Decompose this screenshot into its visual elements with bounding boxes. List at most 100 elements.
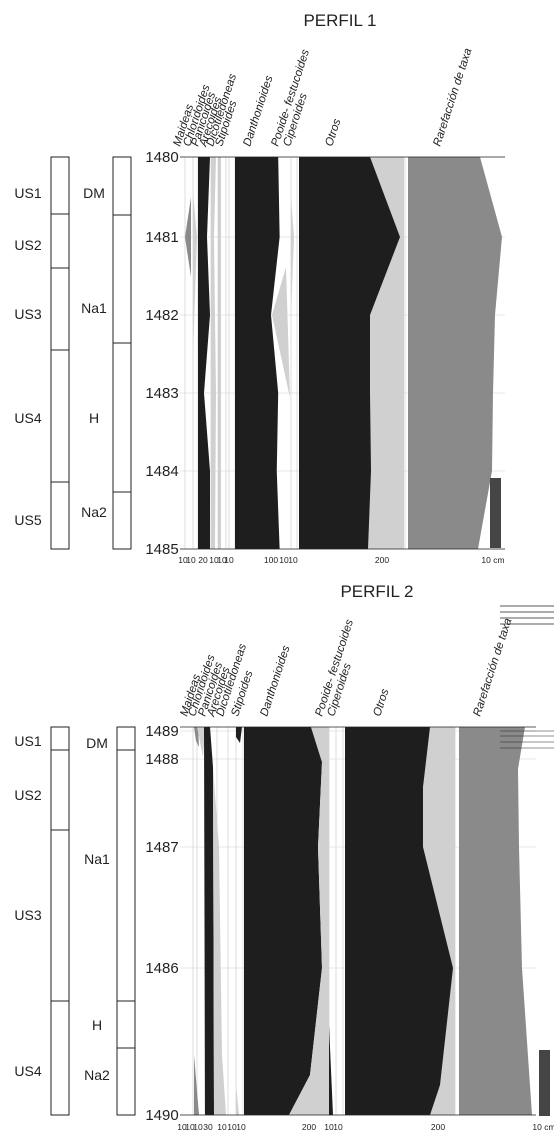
us-box — [50, 156, 70, 215]
us-box — [50, 481, 70, 550]
unit-label: Na2 — [84, 1067, 110, 1083]
unit-label: Na1 — [84, 851, 110, 867]
us-label: US1 — [14, 733, 41, 749]
depth-tick: 1488 — [145, 751, 178, 768]
depth-tick: 1486 — [145, 960, 178, 977]
series-pooide — [272, 267, 290, 398]
depth-tick: 1490 — [145, 1107, 178, 1124]
chart-title: PERFIL 2 — [340, 582, 413, 601]
unit-box — [112, 156, 132, 216]
us-label: US4 — [14, 1063, 41, 1079]
x-tick-label: 10 — [209, 555, 219, 565]
series-rarefaccion — [408, 157, 502, 549]
unit-box — [112, 342, 132, 493]
depth-tick: 1482 — [145, 307, 178, 324]
scale-bar — [539, 1050, 550, 1116]
x-tick-label: 30 — [203, 1122, 213, 1132]
x-tick-label: 10 — [288, 555, 298, 565]
us-label: US3 — [14, 306, 41, 322]
depth-tick: 1484 — [145, 463, 178, 480]
taxon-label: Danthonioides — [241, 74, 275, 148]
series-rarefaccion — [459, 727, 532, 1115]
depth-tick: 1487 — [145, 839, 178, 856]
series-danthonioides — [235, 157, 280, 549]
depth-tick: 1483 — [145, 385, 178, 402]
chart-title: PERFIL 1 — [303, 11, 376, 30]
x-tick-label: 10 — [236, 1122, 246, 1132]
depth-tick: 1481 — [145, 229, 178, 246]
taxon-label: Otros — [371, 687, 391, 718]
us-label: US3 — [14, 907, 41, 923]
unit-label: DM — [86, 735, 108, 751]
series-panicoides — [198, 157, 210, 549]
unit-label: DM — [83, 185, 105, 201]
taxon-label: Otros — [323, 117, 343, 148]
series-ciperoides — [329, 1025, 333, 1115]
series-otros — [299, 157, 400, 549]
x-tick-label: 10 — [217, 555, 227, 565]
depth-tick: 1489 — [145, 723, 178, 740]
unit-box — [112, 491, 132, 550]
x-tick-label: 10 — [227, 1122, 237, 1132]
us-box — [50, 213, 70, 269]
series-arecoides — [213, 767, 226, 1115]
x-tick-label: 10 — [186, 555, 196, 565]
depth-tick: 1485 — [145, 541, 178, 558]
unit-label: H — [92, 1017, 102, 1033]
x-tick-label: 10 — [185, 1122, 195, 1132]
unit-box — [116, 726, 136, 751]
series-panicoides — [204, 727, 214, 1115]
us-box — [50, 829, 70, 1002]
x-tick-label: 100 — [264, 555, 278, 565]
us-box — [50, 1000, 70, 1116]
x-tick-label: 10 — [193, 1122, 203, 1132]
scale-bar — [490, 478, 501, 548]
us-box — [50, 349, 70, 483]
series-chloridoides — [193, 192, 197, 355]
us-label: US1 — [14, 185, 41, 201]
us-box — [50, 749, 70, 831]
unit-label: Na1 — [81, 300, 107, 316]
series-dicotiledoneas — [236, 727, 242, 743]
series-otros — [345, 727, 453, 1115]
x-tick-label: 10 — [217, 1122, 227, 1132]
us-box — [50, 726, 70, 751]
x-tick-label: 10 — [324, 1122, 334, 1132]
series-ciperoides — [291, 197, 294, 315]
series-pooide — [289, 727, 329, 1115]
x-tick-label: 10 cm — [481, 555, 504, 565]
series-dicotiledoneas — [218, 157, 221, 549]
series-arecoides — [211, 157, 216, 549]
series-danthonioides — [244, 727, 322, 1115]
series-stipoides — [236, 1085, 239, 1115]
x-tick-label: 10 — [333, 1122, 343, 1132]
x-tick-label: 200 — [431, 1122, 445, 1132]
us-label: US2 — [14, 787, 41, 803]
x-tick-label: 10 cm — [532, 1122, 554, 1132]
depth-tick: 1480 — [145, 149, 178, 166]
taxon-label: Rarefacción de taxa — [471, 617, 514, 718]
x-tick-label: 10 — [177, 1122, 187, 1132]
series-maideas-bottom — [194, 1055, 199, 1115]
unit-box — [116, 1047, 136, 1116]
x-tick-label: 20 — [198, 555, 208, 565]
us-label: US5 — [14, 512, 41, 528]
series-maideas — [194, 727, 199, 747]
x-tick-label: 200 — [375, 555, 389, 565]
us-box — [50, 267, 70, 351]
us-label: US2 — [14, 237, 41, 253]
unit-box — [116, 1000, 136, 1049]
us-label: US4 — [14, 410, 41, 426]
x-tick-label: 200 — [302, 1122, 316, 1132]
x-tick-label: 10 — [224, 555, 234, 565]
taxon-label: Danthonioides — [258, 644, 292, 718]
unit-label: H — [89, 410, 99, 426]
taxon-label: Rarefacción de taxa — [431, 47, 474, 148]
unit-label: Na2 — [81, 504, 107, 520]
unit-box — [116, 749, 136, 1002]
series-maideas — [185, 197, 191, 277]
x-tick-label: 10 — [178, 555, 188, 565]
series-chloridoides — [197, 727, 205, 757]
unit-box — [112, 214, 132, 344]
